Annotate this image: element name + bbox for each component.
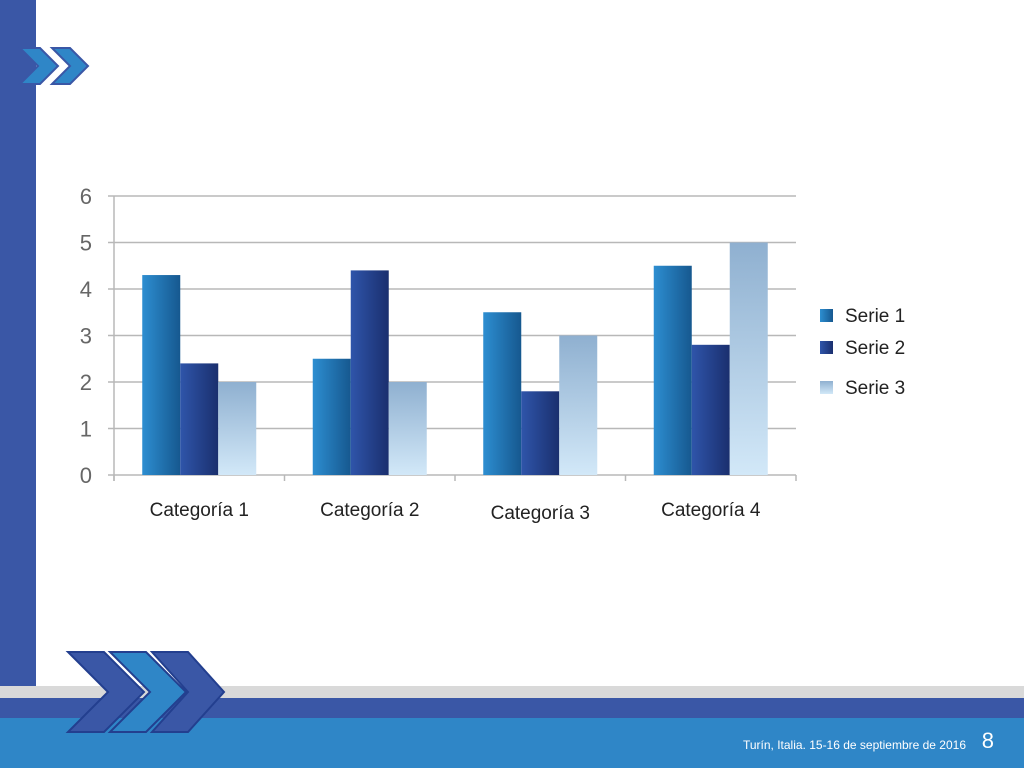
y-tick-label: 1 (80, 417, 92, 442)
y-tick-label: 5 (80, 231, 92, 256)
bar-serie-1 (312, 358, 351, 475)
footer-gray-band (0, 686, 1024, 700)
bar-serie-2 (180, 363, 219, 475)
bar-serie-2 (521, 391, 560, 475)
bar-serie-3 (218, 382, 257, 475)
chevron-arrows-large-icon (65, 651, 226, 733)
bar-serie-1 (142, 275, 181, 475)
bar-serie-3 (729, 242, 768, 475)
legend-swatch (820, 381, 833, 394)
footer-event-text: Turín, Italia. 15-16 de septiembre de 20… (742, 738, 966, 752)
legend-swatch (820, 341, 833, 354)
x-tick-label: Categoría 1 (150, 500, 249, 521)
legend-label: Serie 1 (845, 306, 905, 327)
x-tick-label: Categoría 4 (661, 500, 761, 521)
page-number: 8 (981, 728, 994, 753)
chevron-arrows-icon (18, 47, 90, 85)
y-tick-label: 4 (80, 277, 92, 302)
bar-serie-2 (691, 344, 730, 475)
bar-serie-2 (350, 270, 389, 475)
bar-serie-3 (388, 382, 427, 475)
y-tick-label: 3 (80, 324, 92, 349)
bar-serie-3 (559, 335, 598, 475)
legend-swatch (820, 309, 833, 322)
x-tick-label: Categoría 3 (491, 503, 590, 524)
left-accent-bar (0, 0, 36, 688)
legend-label: Serie 2 (845, 338, 905, 359)
bar-serie-1 (653, 265, 692, 475)
y-tick-label: 2 (80, 370, 92, 395)
footer-dark-band (0, 698, 1024, 718)
x-tick-label: Categoría 2 (320, 500, 419, 521)
bar-serie-1 (483, 312, 522, 475)
legend-label: Serie 3 (845, 378, 905, 399)
y-tick-label: 6 (80, 184, 92, 209)
y-tick-label: 0 (80, 463, 92, 488)
